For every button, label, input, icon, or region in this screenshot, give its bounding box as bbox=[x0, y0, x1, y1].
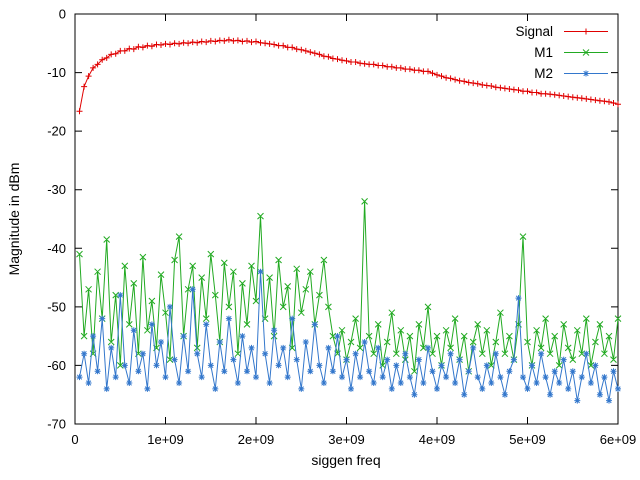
y-tick-label: -60 bbox=[47, 358, 66, 373]
legend-entry-m1: M1 bbox=[515, 42, 610, 63]
legend-sample-line bbox=[564, 28, 608, 35]
legend-entry-m2: M2 bbox=[515, 63, 610, 84]
series-line-m2 bbox=[79, 271, 619, 401]
series-markers-m1 bbox=[76, 198, 622, 375]
x-tick-label: 0 bbox=[71, 432, 78, 447]
legend-sample-m1-icon bbox=[564, 49, 608, 56]
x-tick-label: 4e+09 bbox=[419, 432, 456, 447]
legend-label-m1: M1 bbox=[534, 45, 553, 60]
y-tick-label: -20 bbox=[47, 124, 66, 139]
axis-ticks bbox=[74, 13, 619, 425]
y-tick-label: -50 bbox=[47, 299, 66, 314]
y-tick-label: -40 bbox=[47, 241, 66, 256]
legend-sample-line bbox=[564, 49, 608, 56]
legend-sample-line bbox=[564, 70, 608, 77]
y-tick-label: -30 bbox=[47, 182, 66, 197]
series-line-m1 bbox=[79, 201, 619, 372]
x-tick-label: 2e+09 bbox=[238, 432, 275, 447]
x-tick-label: 6e+09 bbox=[600, 432, 637, 447]
series-markers-signal bbox=[76, 36, 621, 115]
legend-label-m2: M2 bbox=[534, 66, 553, 81]
y-axis-label: Magnitude in dBm bbox=[6, 162, 22, 276]
x-tick-label: 1e+09 bbox=[147, 432, 184, 447]
x-tick-label: 3e+09 bbox=[328, 432, 365, 447]
legend: Signal M1 M2 bbox=[515, 21, 610, 84]
y-tick-label: -10 bbox=[47, 65, 66, 80]
x-tick-label: 5e+09 bbox=[509, 432, 546, 447]
legend-label-signal: Signal bbox=[515, 24, 553, 39]
legend-sample-m2-icon bbox=[564, 70, 608, 77]
y-tick-label: 0 bbox=[59, 7, 66, 22]
series-markers-m2 bbox=[76, 268, 621, 404]
x-axis-label: siggen freq bbox=[311, 452, 381, 468]
legend-entry-signal: Signal bbox=[515, 21, 610, 42]
y-tick-label: -70 bbox=[47, 417, 66, 432]
legend-sample-signal-icon bbox=[564, 28, 608, 35]
